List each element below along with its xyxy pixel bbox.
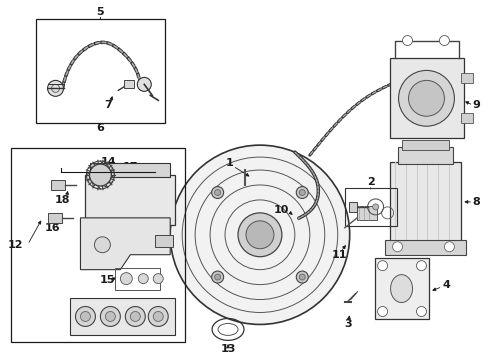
Circle shape [137, 77, 151, 91]
Text: 15: 15 [100, 275, 115, 285]
Circle shape [377, 261, 387, 271]
Circle shape [138, 274, 148, 284]
Circle shape [153, 274, 163, 284]
Text: 17: 17 [122, 162, 138, 172]
Bar [90, 163, 170, 177]
Bar [389, 162, 461, 242]
Circle shape [299, 189, 305, 195]
Text: 16: 16 [44, 223, 60, 233]
Circle shape [170, 145, 349, 324]
Circle shape [211, 271, 223, 283]
Circle shape [392, 242, 402, 252]
Circle shape [100, 306, 120, 327]
Bar [85, 175, 175, 225]
Bar [70, 298, 175, 336]
Bar [50, 180, 64, 190]
Text: 14: 14 [101, 157, 116, 167]
Bar [124, 80, 134, 88]
Bar [356, 206, 376, 220]
Bar [115, 268, 160, 289]
Text: 9: 9 [471, 100, 479, 110]
Polygon shape [81, 218, 170, 270]
Circle shape [214, 189, 220, 195]
Circle shape [416, 306, 426, 316]
Ellipse shape [390, 275, 412, 302]
Bar [401, 140, 448, 150]
Circle shape [94, 237, 110, 253]
Bar [344, 188, 396, 226]
Bar [348, 202, 356, 212]
Circle shape [75, 306, 95, 327]
Circle shape [125, 306, 145, 327]
Circle shape [444, 242, 453, 252]
Circle shape [299, 274, 305, 280]
Circle shape [398, 71, 453, 126]
Bar [374, 258, 428, 319]
Circle shape [402, 36, 412, 45]
Bar [461, 73, 472, 84]
Bar [389, 58, 464, 138]
Circle shape [296, 271, 307, 283]
Bar [47, 213, 61, 223]
Circle shape [296, 186, 307, 198]
Circle shape [130, 311, 140, 321]
Circle shape [81, 311, 90, 321]
Circle shape [407, 80, 444, 116]
Bar [155, 235, 173, 247]
Text: 5: 5 [97, 6, 104, 17]
Text: 12: 12 [8, 240, 23, 250]
Text: 3: 3 [343, 319, 351, 329]
Circle shape [105, 311, 115, 321]
Text: 8: 8 [471, 197, 479, 207]
Text: 1: 1 [226, 158, 233, 168]
Bar [36, 19, 165, 123]
Text: 13: 13 [220, 345, 235, 354]
Circle shape [439, 36, 448, 45]
Circle shape [214, 274, 220, 280]
Circle shape [377, 306, 387, 316]
Bar [397, 147, 452, 164]
Circle shape [238, 213, 281, 257]
Bar [11, 148, 185, 342]
Circle shape [416, 261, 426, 271]
Text: 7: 7 [104, 100, 112, 110]
Circle shape [211, 186, 223, 198]
Circle shape [245, 221, 273, 249]
Circle shape [47, 80, 63, 96]
Circle shape [148, 306, 168, 327]
Bar [384, 240, 466, 255]
Bar [461, 113, 472, 123]
Text: 18: 18 [55, 195, 70, 205]
Text: 10: 10 [273, 205, 288, 215]
Text: 2: 2 [366, 177, 374, 187]
Text: 4: 4 [442, 280, 449, 289]
Text: 11: 11 [331, 250, 347, 260]
Circle shape [153, 311, 163, 321]
Text: 6: 6 [96, 123, 104, 133]
Circle shape [372, 204, 378, 210]
Circle shape [89, 164, 111, 186]
Circle shape [120, 273, 132, 285]
